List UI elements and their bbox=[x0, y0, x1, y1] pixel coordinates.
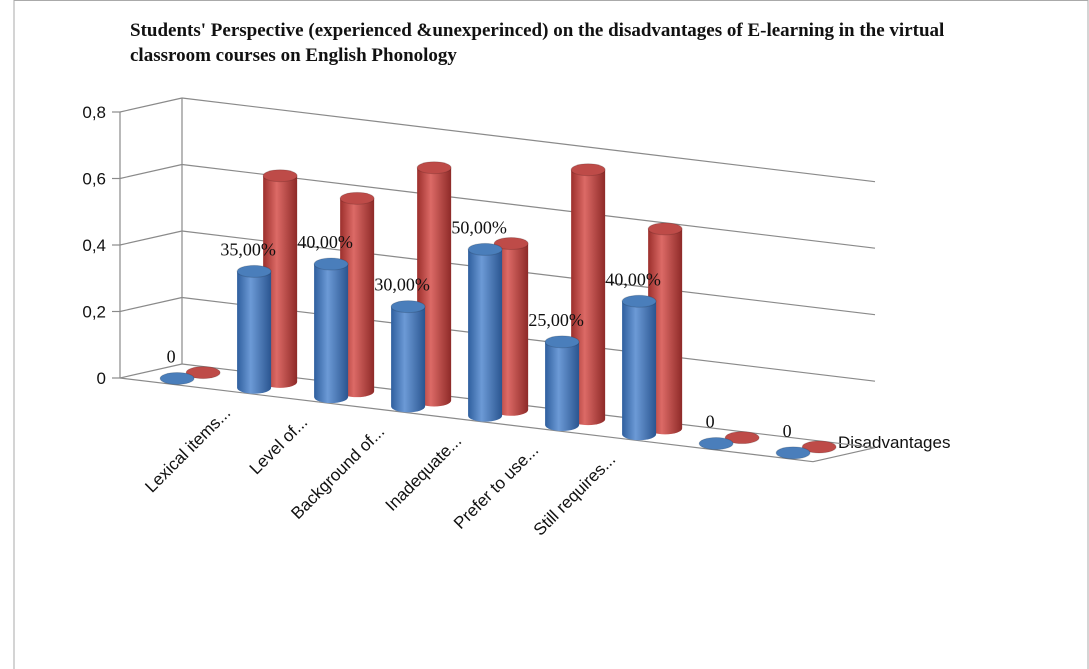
bar-body bbox=[545, 341, 580, 431]
x-tick-label: Level of... bbox=[246, 413, 312, 479]
bar-top bbox=[647, 222, 683, 236]
value-label: 40,00% bbox=[605, 269, 661, 289]
bar bbox=[159, 371, 195, 385]
value-label: 40,00% bbox=[297, 232, 353, 252]
x-tick-label: Inadequate... bbox=[382, 431, 466, 515]
y-tick-label: 0,8 bbox=[82, 103, 106, 122]
bar-body bbox=[494, 243, 529, 416]
value-label: 50,00% bbox=[451, 217, 507, 237]
x-tick-label: Lexical items... bbox=[141, 403, 234, 496]
bar bbox=[621, 294, 657, 441]
grid-line bbox=[119, 363, 183, 379]
bar bbox=[390, 300, 426, 413]
bar-top bbox=[467, 242, 503, 256]
bar-body bbox=[391, 306, 426, 413]
bar-body bbox=[237, 271, 272, 394]
bar-top bbox=[339, 191, 375, 205]
value-label: 35,00% bbox=[220, 239, 276, 259]
bar bbox=[647, 222, 683, 435]
bar bbox=[544, 335, 580, 431]
bar-body bbox=[417, 167, 452, 407]
bar-top bbox=[416, 161, 452, 175]
depth-label: Disadvantages bbox=[838, 433, 950, 452]
grid-line bbox=[181, 163, 876, 249]
value-label: 0 bbox=[783, 421, 792, 441]
bar-body bbox=[648, 228, 683, 435]
grid-line bbox=[119, 97, 183, 113]
value-label: 0 bbox=[706, 412, 715, 432]
bar-top bbox=[801, 440, 837, 454]
bar bbox=[339, 191, 375, 398]
y-tick-label: 0,4 bbox=[82, 236, 106, 255]
chart-title: Students' Perspective (experienced &unex… bbox=[130, 20, 945, 66]
bar-top bbox=[544, 335, 580, 349]
bar bbox=[236, 264, 272, 394]
grid-line bbox=[119, 163, 183, 180]
x-axis bbox=[119, 377, 814, 463]
y-tick-label: 0,2 bbox=[82, 303, 106, 322]
value-label: 30,00% bbox=[374, 275, 430, 295]
bar bbox=[493, 237, 529, 416]
bar-body bbox=[571, 169, 606, 426]
bar-top bbox=[159, 371, 195, 385]
x-tick-label: Prefer to use... bbox=[450, 441, 542, 533]
grid-line bbox=[119, 296, 183, 313]
bar-top bbox=[775, 446, 811, 460]
x-tick-label: Still requires... bbox=[530, 450, 620, 540]
bar-top bbox=[185, 366, 221, 380]
bar-top bbox=[570, 163, 606, 177]
bar-body bbox=[263, 175, 298, 388]
value-label: 25,00% bbox=[528, 310, 584, 330]
x-tick-label: Background of... bbox=[287, 422, 388, 523]
bar bbox=[570, 163, 606, 426]
depth-axis bbox=[812, 447, 876, 463]
grid-line bbox=[119, 230, 183, 246]
bar bbox=[185, 366, 221, 380]
bar bbox=[775, 446, 811, 460]
bar-body bbox=[622, 301, 657, 441]
bar-top bbox=[236, 264, 272, 278]
grid-line bbox=[181, 363, 876, 449]
value-label: 0 bbox=[167, 346, 176, 366]
bar-top bbox=[724, 431, 760, 445]
bar-body bbox=[340, 198, 375, 398]
bar-body bbox=[314, 264, 349, 404]
bar bbox=[262, 169, 298, 388]
bar-top bbox=[262, 169, 298, 183]
bar bbox=[416, 161, 452, 407]
bar-top bbox=[698, 437, 734, 451]
bar bbox=[467, 242, 503, 422]
bar bbox=[801, 440, 837, 454]
bar-top bbox=[313, 257, 349, 271]
frame bbox=[13, 0, 1089, 669]
y-tick-label: 0 bbox=[97, 369, 106, 388]
y-tick-label: 0,6 bbox=[82, 170, 106, 189]
bar bbox=[313, 257, 349, 404]
bar-top bbox=[493, 237, 529, 251]
grid-line bbox=[181, 296, 876, 382]
grid-line bbox=[181, 230, 876, 316]
bar bbox=[724, 431, 760, 445]
grid-line bbox=[181, 97, 876, 183]
bar bbox=[698, 437, 734, 451]
bar-top bbox=[390, 300, 426, 314]
bar-body bbox=[468, 249, 503, 422]
bar-top bbox=[621, 294, 657, 308]
